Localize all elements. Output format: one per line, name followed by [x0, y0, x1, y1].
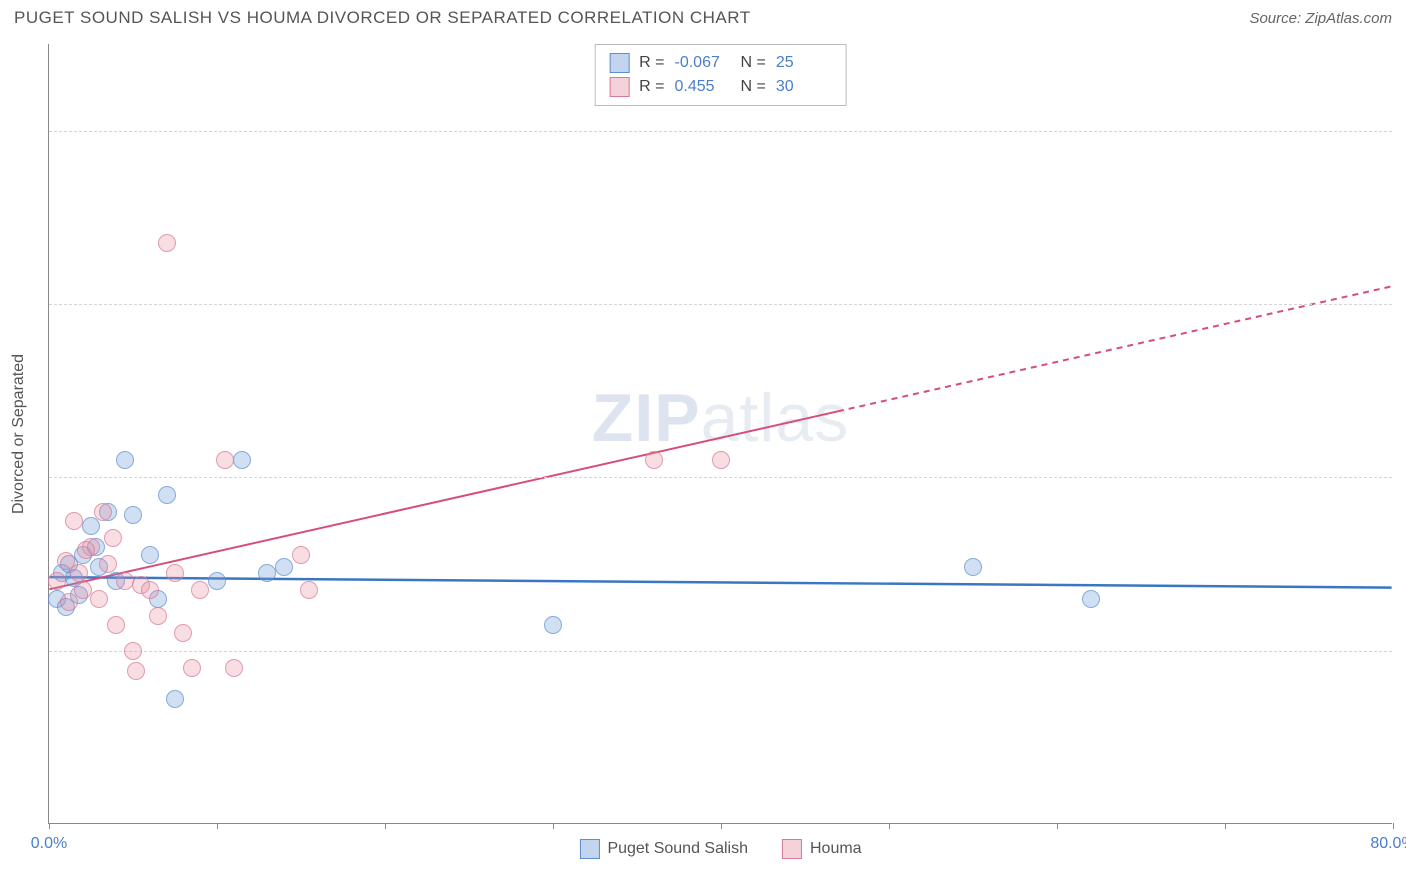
gridline: [49, 304, 1392, 305]
x-tick: [1393, 823, 1394, 829]
data-point: [292, 546, 310, 564]
data-point: [174, 624, 192, 642]
legend-swatch: [579, 839, 599, 859]
y-tick-label: 40.0%: [1398, 122, 1406, 140]
watermark: ZIPatlas: [592, 379, 849, 457]
data-point: [65, 512, 83, 530]
data-point: [964, 558, 982, 576]
y-tick-label: 20.0%: [1398, 468, 1406, 486]
gridline: [49, 651, 1392, 652]
data-point: [48, 572, 66, 590]
chart-source: Source: ZipAtlas.com: [1249, 10, 1392, 27]
legend-swatch: [782, 839, 802, 859]
y-axis-label: Divorced or Separated: [10, 353, 28, 513]
data-point: [104, 529, 122, 547]
data-point: [216, 451, 234, 469]
data-point: [645, 451, 663, 469]
data-point: [275, 558, 293, 576]
scatter-chart: Divorced or Separated ZIPatlas R = -0.06…: [48, 44, 1392, 824]
x-tick: [385, 823, 386, 829]
legend-item: Puget Sound Salish: [579, 839, 748, 859]
correlation-legend: R = -0.067 N = 25 R = 0.455 N = 30: [594, 44, 847, 106]
data-point: [77, 541, 95, 559]
data-point: [300, 581, 318, 599]
legend-n-value: 30: [776, 78, 832, 96]
y-tick-label: 30.0%: [1398, 295, 1406, 313]
legend-r-label: R =: [639, 54, 664, 72]
legend-row: R = 0.455 N = 30: [609, 75, 832, 99]
data-point: [158, 234, 176, 252]
legend-row: R = -0.067 N = 25: [609, 51, 832, 75]
data-point: [166, 564, 184, 582]
data-point: [183, 659, 201, 677]
legend-n-label: N =: [741, 78, 766, 96]
data-point: [124, 506, 142, 524]
x-tick-label: 0.0%: [31, 835, 67, 853]
data-point: [208, 572, 226, 590]
trend-lines: [49, 44, 1392, 823]
chart-title: PUGET SOUND SALISH VS HOUMA DIVORCED OR …: [14, 8, 751, 28]
data-point: [74, 581, 92, 599]
x-tick: [1057, 823, 1058, 829]
gridline: [49, 477, 1392, 478]
legend-label: Houma: [810, 840, 862, 858]
x-tick: [1225, 823, 1226, 829]
data-point: [141, 581, 159, 599]
data-point: [116, 572, 134, 590]
legend-r-value: 0.455: [675, 78, 731, 96]
x-tick: [217, 823, 218, 829]
data-point: [127, 662, 145, 680]
data-point: [544, 616, 562, 634]
x-tick: [721, 823, 722, 829]
x-tick: [49, 823, 50, 829]
data-point: [149, 607, 167, 625]
data-point: [158, 486, 176, 504]
data-point: [99, 555, 117, 573]
chart-header: PUGET SOUND SALISH VS HOUMA DIVORCED OR …: [0, 0, 1406, 32]
data-point: [191, 581, 209, 599]
data-point: [1082, 590, 1100, 608]
data-point: [94, 503, 112, 521]
y-tick-label: 10.0%: [1398, 642, 1406, 660]
legend-r-label: R =: [639, 78, 664, 96]
data-point: [233, 451, 251, 469]
gridline: [49, 131, 1392, 132]
data-point: [107, 616, 125, 634]
data-point: [258, 564, 276, 582]
series-legend: Puget Sound Salish Houma: [579, 839, 861, 859]
legend-n-label: N =: [741, 54, 766, 72]
x-tick: [553, 823, 554, 829]
data-point: [90, 590, 108, 608]
data-point: [70, 564, 88, 582]
legend-label: Puget Sound Salish: [607, 840, 748, 858]
legend-swatch: [609, 77, 629, 97]
data-point: [712, 451, 730, 469]
legend-item: Houma: [782, 839, 862, 859]
legend-swatch: [609, 53, 629, 73]
data-point: [141, 546, 159, 564]
legend-r-value: -0.067: [675, 54, 731, 72]
data-point: [124, 642, 142, 660]
data-point: [166, 690, 184, 708]
data-point: [225, 659, 243, 677]
data-point: [116, 451, 134, 469]
x-tick: [889, 823, 890, 829]
x-tick-label: 80.0%: [1370, 835, 1406, 853]
legend-n-value: 25: [776, 54, 832, 72]
